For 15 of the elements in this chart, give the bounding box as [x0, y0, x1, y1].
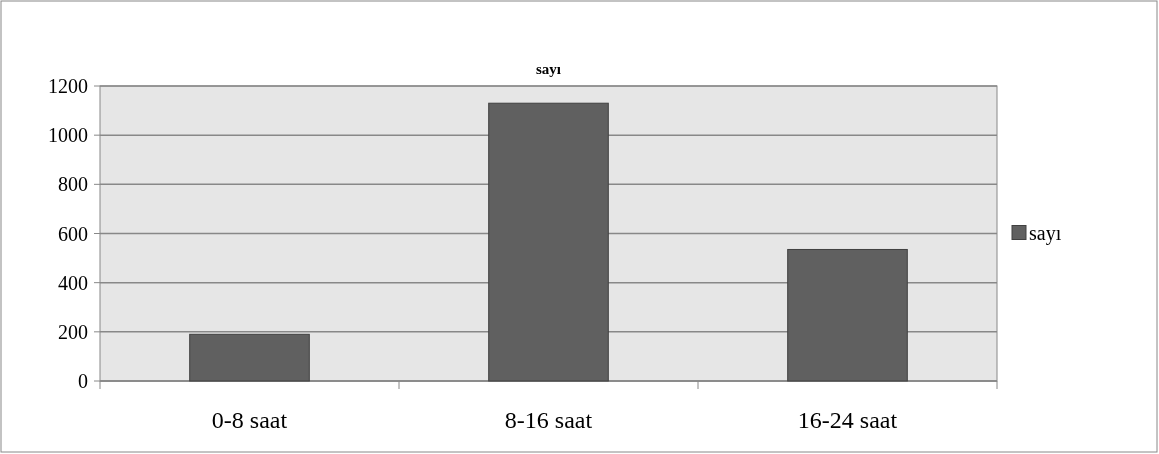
- y-tick-label: 1200: [48, 75, 88, 97]
- legend-label: sayı: [1029, 221, 1062, 245]
- x-tick-label: 0-8 saat: [211, 407, 288, 434]
- bar: [189, 333, 310, 382]
- y-tick-label: 200: [58, 320, 88, 343]
- chart-title: sayı: [535, 61, 562, 77]
- y-tick-label: 0: [78, 370, 88, 392]
- bar: [488, 102, 609, 382]
- x-tick-label: 16-24 saat: [797, 407, 898, 434]
- y-tick-label: 400: [58, 271, 88, 294]
- y-tick-label: 800: [58, 173, 88, 196]
- y-tick-label: 1000: [48, 124, 88, 147]
- y-tick-label: 600: [58, 222, 88, 245]
- x-tick-label: 8-16 saat: [504, 407, 593, 434]
- bar: [787, 248, 908, 382]
